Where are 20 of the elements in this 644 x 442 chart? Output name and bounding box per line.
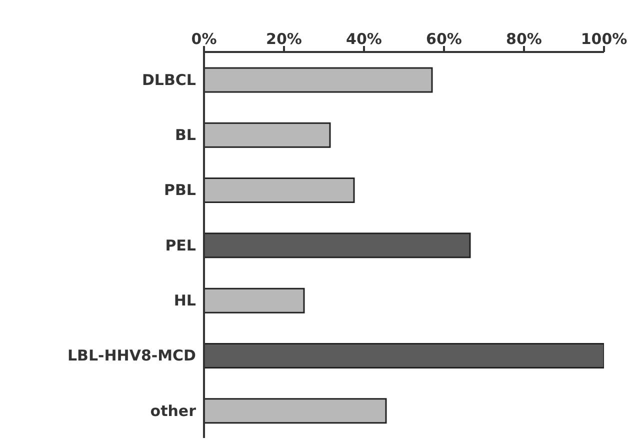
bar bbox=[204, 67, 433, 93]
bar bbox=[204, 342, 604, 368]
y-tick-label: HL bbox=[174, 291, 196, 310]
y-tick-label: BL bbox=[175, 126, 196, 144]
bar bbox=[204, 122, 331, 148]
x-tick-label: 40% bbox=[346, 30, 382, 48]
y-tick-label: other bbox=[150, 402, 197, 420]
y-tick-label: LBL-HHV8-MCD bbox=[67, 346, 196, 365]
y-tick-label: PBL bbox=[164, 181, 196, 200]
bar bbox=[204, 178, 355, 204]
bar bbox=[204, 288, 305, 314]
x-tick-label: 60% bbox=[426, 30, 462, 48]
y-tick-label: PEL bbox=[165, 236, 196, 254]
x-tick-label: 20% bbox=[266, 30, 302, 48]
x-tick-label: 100% bbox=[580, 30, 628, 48]
y-tick-label: DLBCL bbox=[142, 70, 196, 89]
bar bbox=[204, 232, 471, 258]
x-tick-label: 0% bbox=[191, 30, 217, 48]
bar bbox=[204, 398, 387, 424]
x-tick-label: 80% bbox=[506, 30, 542, 48]
